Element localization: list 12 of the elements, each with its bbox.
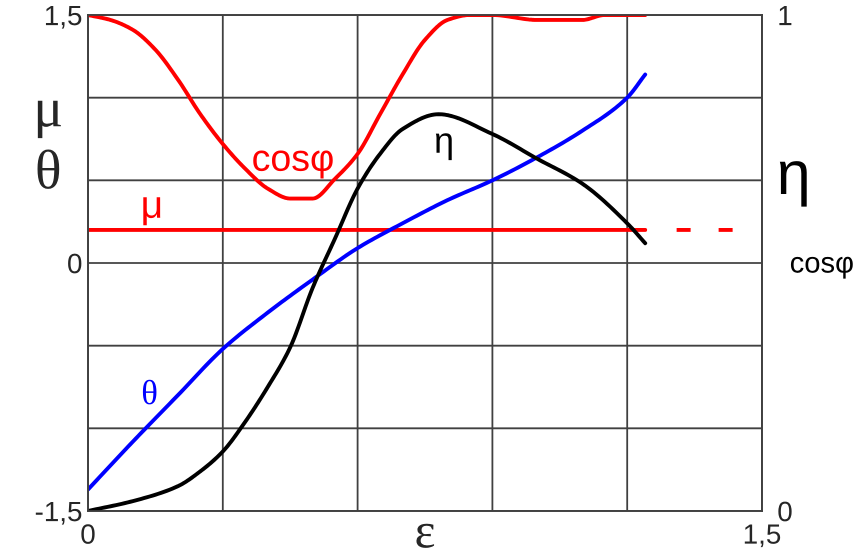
y-tick-label: 1,5 — [46, 6, 82, 29]
y-tick-label: -1,5 — [36, 502, 82, 525]
series-label: η — [436, 133, 452, 160]
series-label: θ — [142, 380, 156, 404]
y-tick-label: 0 — [68, 254, 82, 274]
y-axis-title: μ θ — [38, 100, 61, 189]
y2-tick-label: 1 — [779, 6, 792, 26]
x-axis-title: ε — [416, 524, 434, 548]
series-label: cosφ — [253, 150, 333, 178]
y2-axis-title: η cosφ — [780, 161, 853, 279]
y2-tick-label: 0 — [778, 502, 792, 522]
series-label: μ — [143, 197, 160, 226]
